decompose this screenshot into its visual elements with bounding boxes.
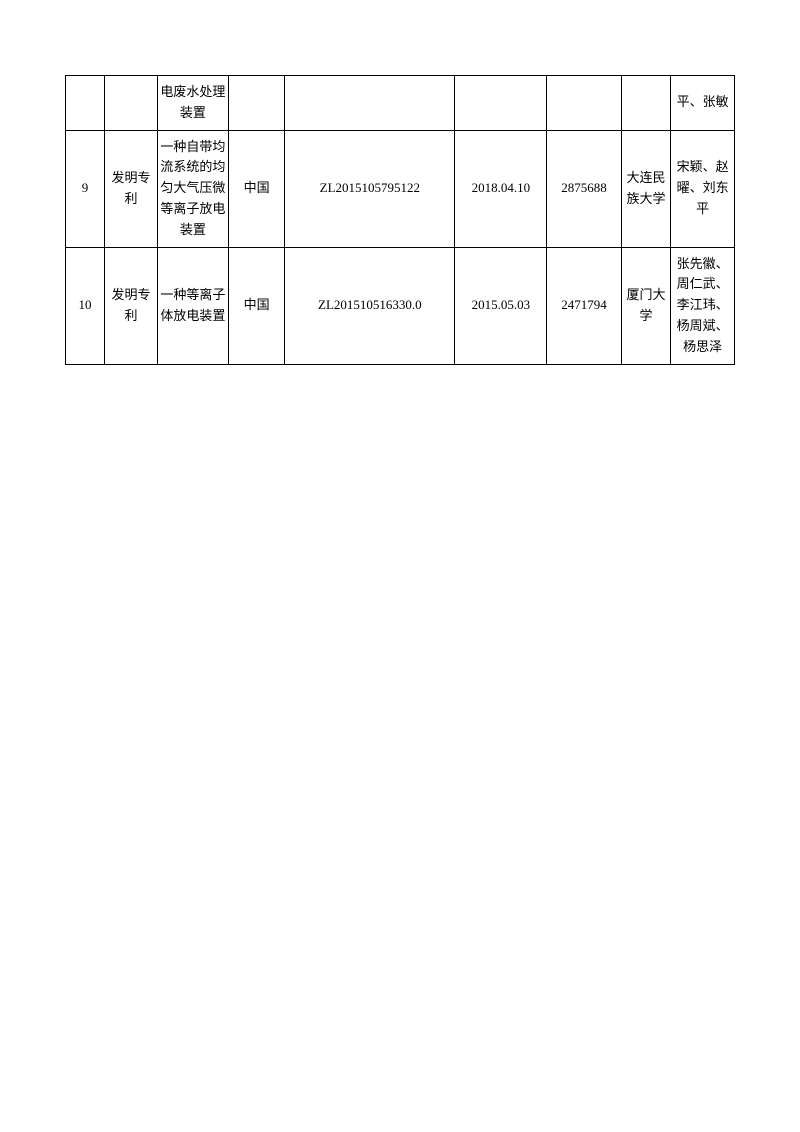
cell-name: 电废水处理装置 xyxy=(158,76,229,131)
cell-id: 2471794 xyxy=(547,247,621,364)
cell-type: 发明专利 xyxy=(104,247,157,364)
cell-zl: ZL2015105795122 xyxy=(285,130,455,247)
patent-table-container: 电废水处理装置 平、张敏 9 发明专利 一种自带均流系统的均匀大气压微等离子放电… xyxy=(65,75,735,365)
table-row: 电废水处理装置 平、张敏 xyxy=(66,76,735,131)
cell-date: 2018.04.10 xyxy=(455,130,547,247)
cell-no xyxy=(66,76,105,131)
cell-country: 中国 xyxy=(228,247,285,364)
cell-country xyxy=(228,76,285,131)
cell-org: 厦门大学 xyxy=(621,247,671,364)
cell-people: 宋颖、赵曜、刘东平 xyxy=(671,130,735,247)
cell-no: 9 xyxy=(66,130,105,247)
cell-name: 一种等离子体放电装置 xyxy=(158,247,229,364)
cell-org xyxy=(621,76,671,131)
cell-name: 一种自带均流系统的均匀大气压微等离子放电装置 xyxy=(158,130,229,247)
cell-no: 10 xyxy=(66,247,105,364)
cell-type xyxy=(104,76,157,131)
cell-id xyxy=(547,76,621,131)
cell-country: 中国 xyxy=(228,130,285,247)
cell-id: 2875688 xyxy=(547,130,621,247)
cell-org: 大连民族大学 xyxy=(621,130,671,247)
table-row: 10 发明专利 一种等离子体放电装置 中国 ZL201510516330.0 2… xyxy=(66,247,735,364)
table-row: 9 发明专利 一种自带均流系统的均匀大气压微等离子放电装置 中国 ZL20151… xyxy=(66,130,735,247)
cell-type: 发明专利 xyxy=(104,130,157,247)
cell-date xyxy=(455,76,547,131)
cell-zl: ZL201510516330.0 xyxy=(285,247,455,364)
cell-people: 平、张敏 xyxy=(671,76,735,131)
cell-zl xyxy=(285,76,455,131)
cell-date: 2015.05.03 xyxy=(455,247,547,364)
patent-table: 电废水处理装置 平、张敏 9 发明专利 一种自带均流系统的均匀大气压微等离子放电… xyxy=(65,75,735,365)
cell-people: 张先徽、周仁武、李江玮、杨周斌、杨思泽 xyxy=(671,247,735,364)
